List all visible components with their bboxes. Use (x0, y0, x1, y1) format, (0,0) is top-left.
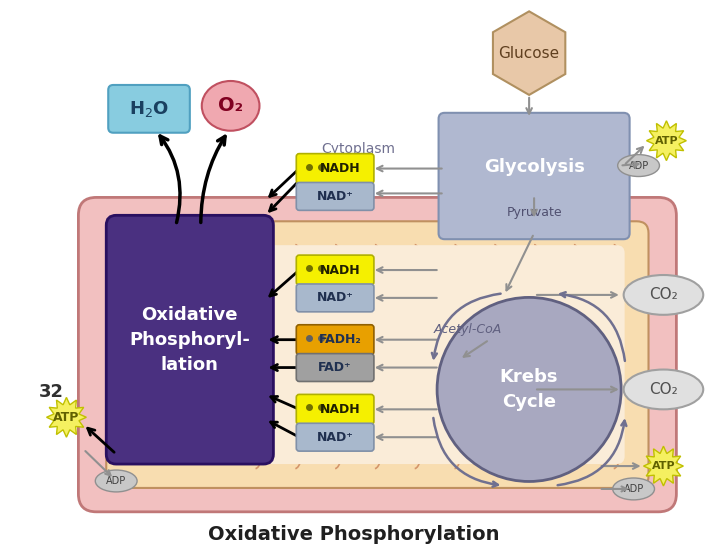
Text: Oxidative
Phosphoryl-
lation: Oxidative Phosphoryl- lation (129, 306, 250, 374)
FancyBboxPatch shape (106, 215, 274, 464)
Text: NADH: NADH (320, 403, 360, 416)
Text: Acetyl-CoA: Acetyl-CoA (433, 323, 501, 336)
Text: 32: 32 (39, 384, 64, 401)
FancyBboxPatch shape (296, 284, 374, 312)
Text: NAD⁺: NAD⁺ (317, 431, 354, 443)
Text: NAD⁺: NAD⁺ (317, 190, 354, 203)
Ellipse shape (618, 155, 659, 176)
FancyBboxPatch shape (439, 113, 630, 239)
FancyBboxPatch shape (296, 395, 374, 424)
FancyBboxPatch shape (130, 245, 625, 464)
Polygon shape (647, 121, 686, 160)
Text: Glucose: Glucose (498, 46, 559, 60)
FancyBboxPatch shape (296, 325, 374, 355)
Text: Pyruvate: Pyruvate (506, 206, 562, 219)
Ellipse shape (624, 370, 703, 410)
Text: ADP: ADP (623, 484, 644, 494)
FancyBboxPatch shape (108, 85, 190, 133)
Text: FADH₂: FADH₂ (319, 333, 362, 346)
Polygon shape (644, 446, 683, 486)
Text: CO₂: CO₂ (649, 287, 678, 302)
Text: Glycolysis: Glycolysis (484, 158, 584, 176)
FancyBboxPatch shape (296, 255, 374, 285)
FancyBboxPatch shape (296, 183, 374, 210)
Text: NAD⁺: NAD⁺ (317, 291, 354, 304)
FancyBboxPatch shape (296, 154, 374, 184)
Text: NADH: NADH (320, 264, 360, 276)
Polygon shape (47, 397, 86, 437)
Ellipse shape (95, 470, 137, 492)
FancyBboxPatch shape (106, 221, 649, 488)
Text: Cytoplasm: Cytoplasm (321, 142, 395, 155)
Text: H$_2$O: H$_2$O (129, 99, 169, 119)
Text: O₂: O₂ (218, 97, 243, 115)
Text: Krebs
Cycle: Krebs Cycle (500, 368, 559, 411)
Ellipse shape (613, 478, 654, 500)
Ellipse shape (437, 297, 621, 482)
Text: ATP: ATP (53, 411, 79, 424)
FancyBboxPatch shape (296, 423, 374, 451)
Text: Oxidative Phosphorylation: Oxidative Phosphorylation (208, 525, 500, 544)
Ellipse shape (202, 81, 259, 131)
Text: ATP: ATP (654, 135, 679, 146)
Text: FAD⁺: FAD⁺ (318, 361, 352, 374)
Text: ADP: ADP (106, 476, 126, 486)
Text: ADP: ADP (628, 160, 649, 170)
Ellipse shape (624, 275, 703, 315)
FancyBboxPatch shape (296, 354, 374, 381)
Polygon shape (493, 11, 565, 95)
Text: CO₂: CO₂ (649, 382, 678, 397)
FancyBboxPatch shape (79, 198, 676, 512)
Text: NADH: NADH (320, 162, 360, 175)
Text: ATP: ATP (652, 461, 675, 471)
